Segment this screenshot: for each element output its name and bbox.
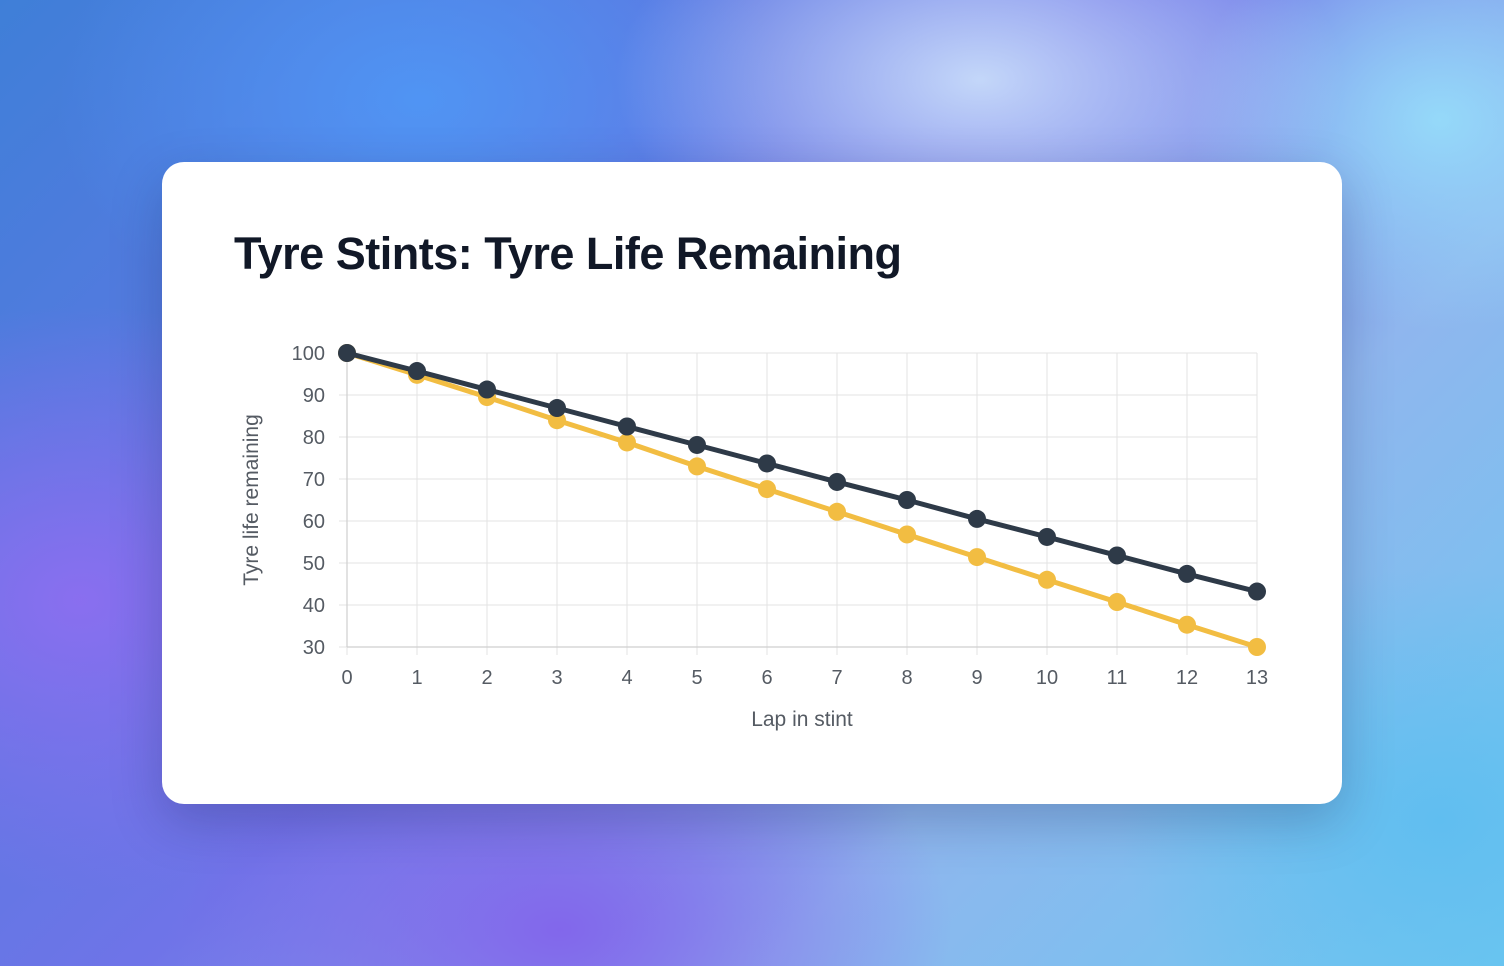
x-tick-label: 7	[831, 667, 842, 689]
x-tick-label: 10	[1036, 667, 1058, 689]
x-tick-label: 0	[341, 667, 352, 689]
data-point	[618, 433, 636, 452]
x-tick-label: 5	[691, 667, 702, 689]
data-point	[898, 525, 916, 544]
data-point	[688, 435, 706, 454]
data-point	[618, 417, 636, 436]
data-point	[478, 380, 496, 399]
data-point	[1108, 546, 1126, 565]
data-point	[968, 509, 986, 528]
data-point	[338, 344, 356, 362]
data-point	[898, 491, 916, 509]
y-tick-label: 70	[303, 469, 325, 491]
x-tick-label: 11	[1107, 667, 1128, 689]
data-point	[758, 454, 776, 473]
data-point	[688, 457, 706, 476]
x-tick-label: 3	[551, 667, 562, 689]
data-point	[1178, 564, 1196, 583]
data-point	[1248, 582, 1266, 601]
data-point	[548, 399, 566, 418]
axes	[346, 353, 1257, 648]
x-tick-label: 4	[621, 667, 632, 689]
y-tick-label: 100	[292, 343, 325, 365]
series-stint-a	[338, 344, 1266, 656]
data-point	[1038, 570, 1056, 589]
data-point	[758, 480, 776, 499]
data-point	[1038, 527, 1056, 546]
data-point	[828, 472, 846, 491]
x-tick-label: 1	[411, 667, 422, 689]
y-tick-label: 60	[303, 511, 325, 533]
y-tick-label: 80	[303, 427, 325, 449]
y-axis-title: Tyre life remaining	[240, 414, 263, 586]
x-tick-label: 2	[481, 667, 492, 689]
x-tick-label: 9	[971, 667, 982, 689]
series-line	[344, 350, 1260, 650]
y-tick-label: 50	[303, 553, 325, 575]
x-tick-label: 13	[1246, 667, 1268, 689]
data-point	[968, 548, 986, 567]
x-tick-label: 6	[761, 667, 772, 689]
data-point	[408, 362, 426, 381]
data-point	[1178, 615, 1196, 634]
series	[338, 344, 1266, 656]
x-axis-title: Lap in stint	[751, 708, 853, 731]
series-line	[344, 350, 1260, 595]
data-point	[828, 502, 846, 521]
data-point	[1108, 593, 1126, 612]
data-point	[1248, 638, 1266, 656]
series-stint-b	[338, 344, 1266, 601]
y-tick-label: 30	[303, 637, 325, 659]
x-tick-label: 12	[1176, 667, 1198, 689]
chart-title: Tyre Stints: Tyre Life Remaining	[234, 228, 902, 279]
y-tick-label: 90	[303, 385, 325, 407]
y-tick-label: 40	[303, 595, 325, 617]
x-tick-label: 8	[901, 667, 912, 689]
